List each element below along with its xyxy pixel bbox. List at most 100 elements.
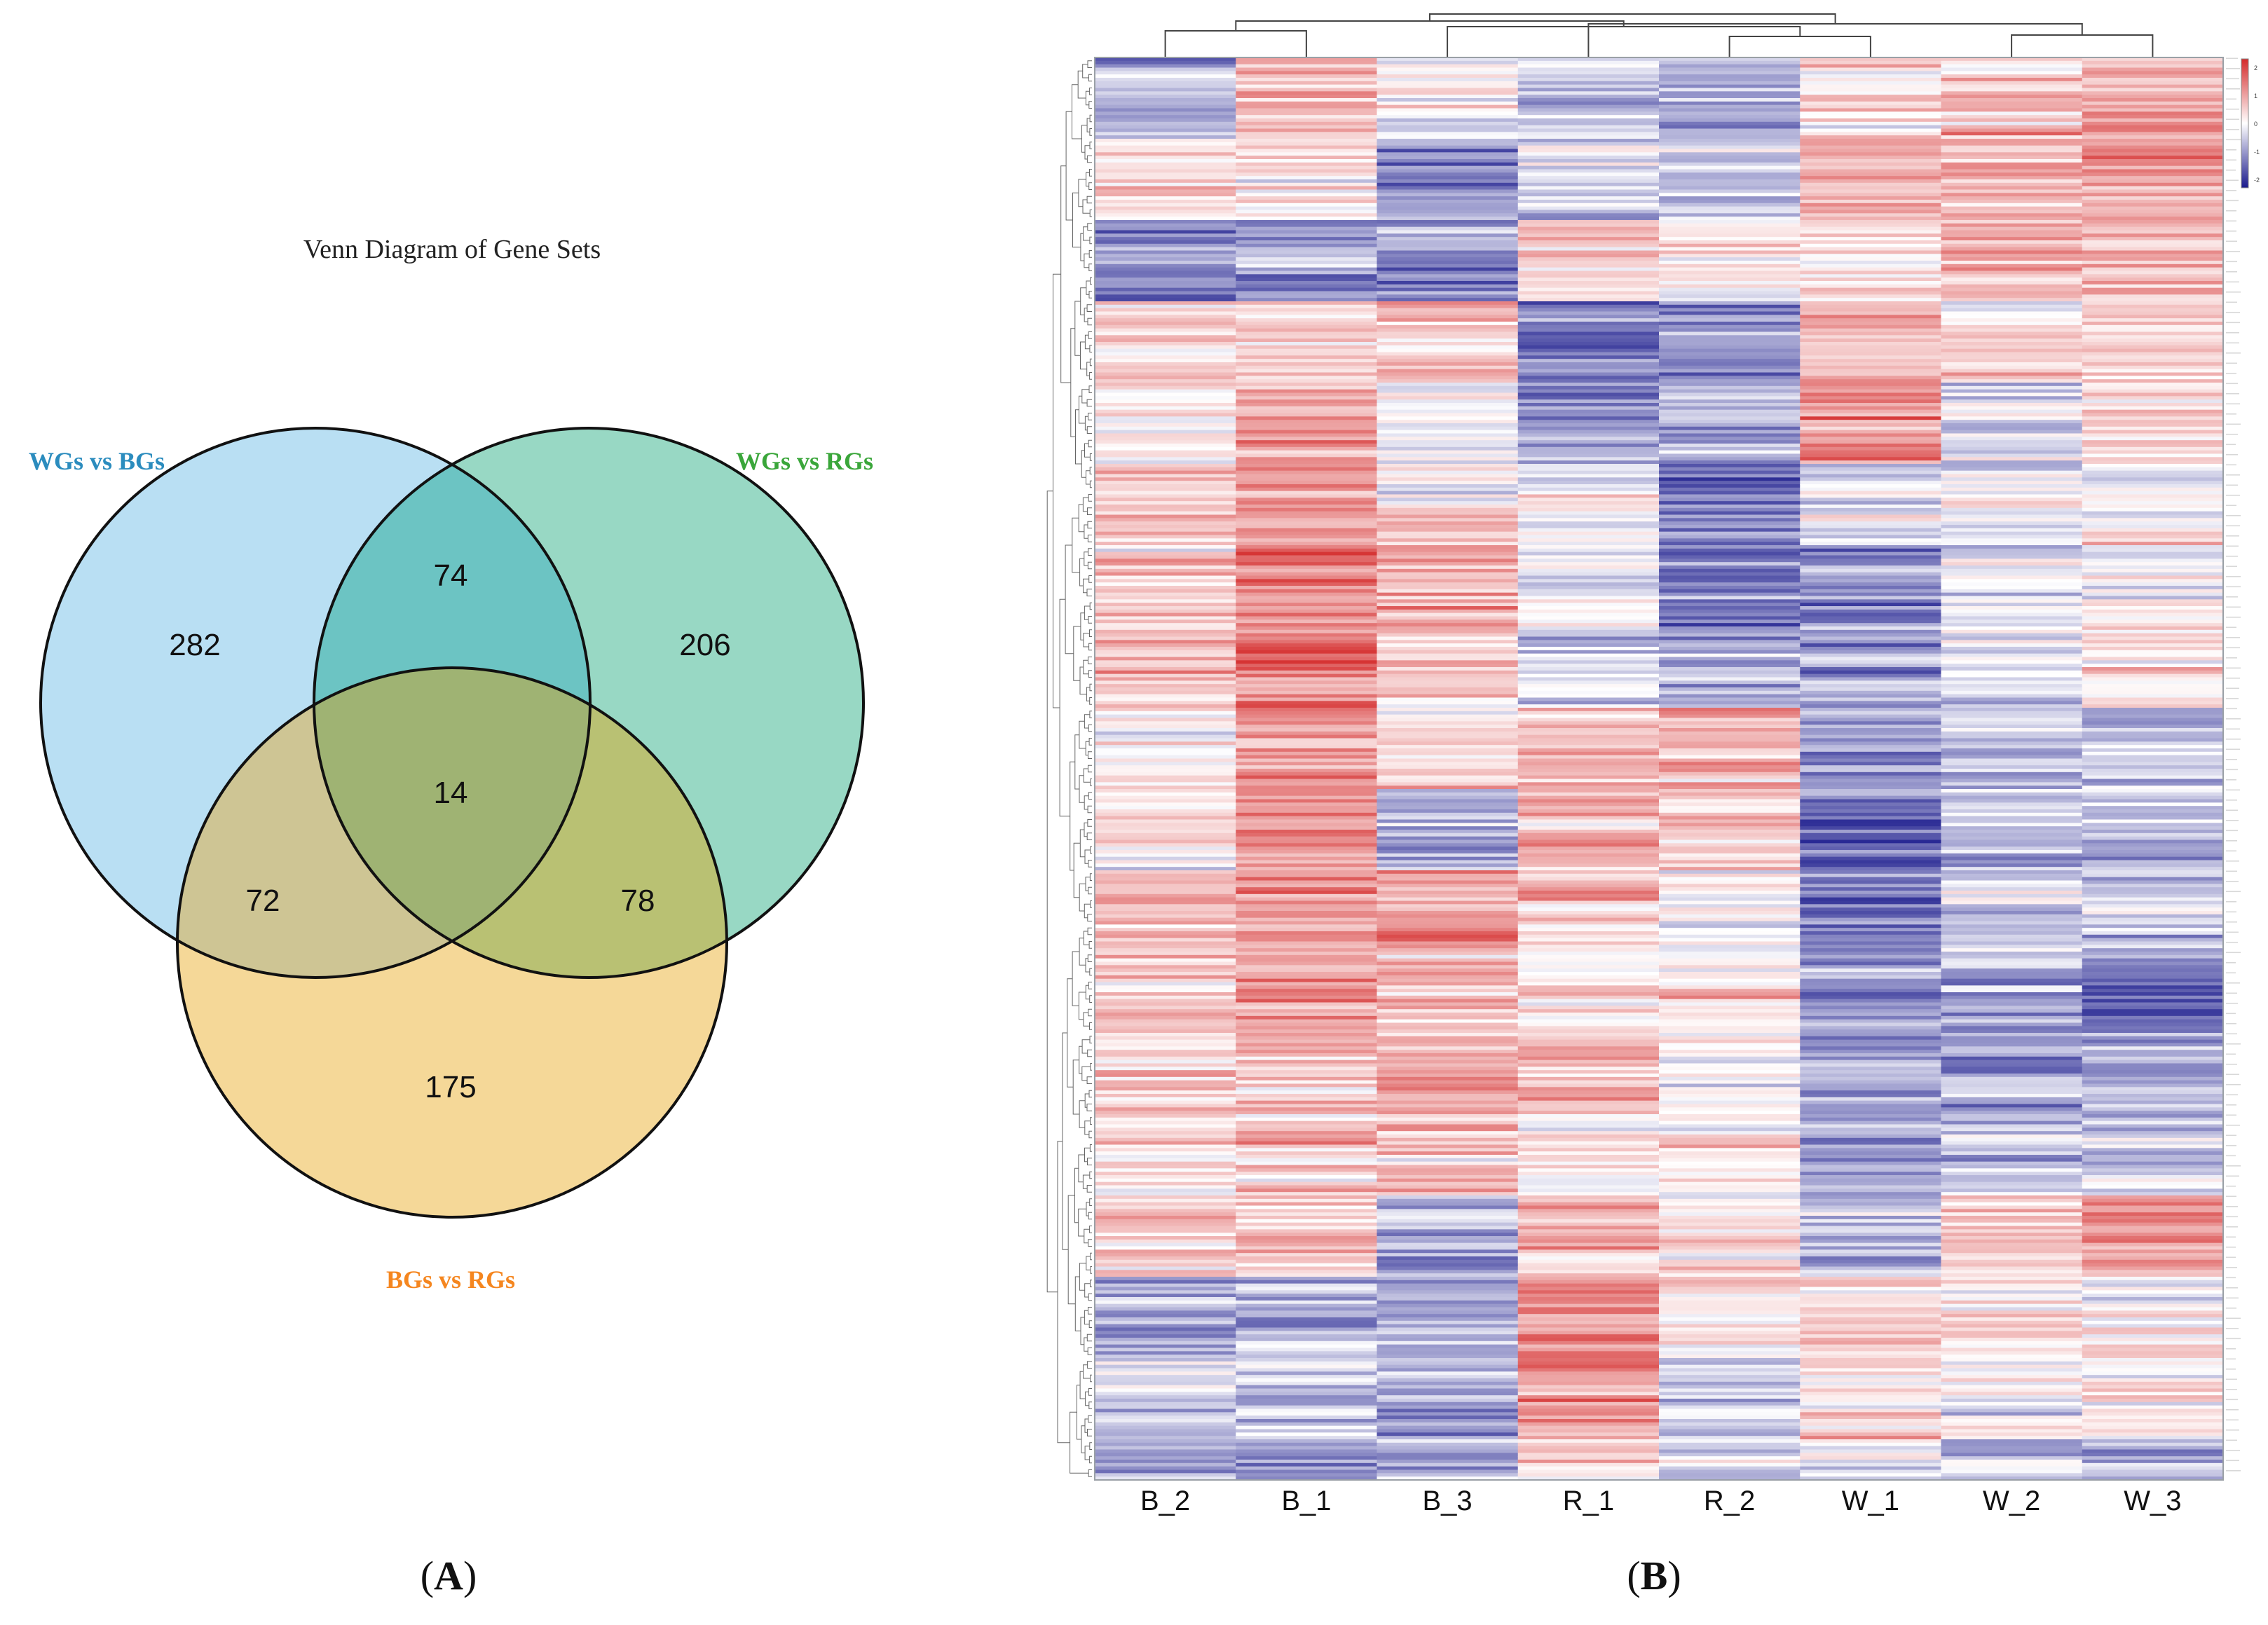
heatmap-cell [1941,769,2083,773]
heatmap-cell [1659,322,1801,326]
heatmap-cell [1095,328,1236,333]
heatmap-cell [1941,1310,2083,1315]
heatmap-cell [1236,1307,1378,1311]
heatmap-cell [1517,203,1660,207]
heatmap-cell [1941,267,2083,272]
heatmap-cell [1659,816,1801,821]
heatmap-cell [1517,839,1660,844]
heatmap-cell [1659,1168,1801,1172]
heatmap-cell [1517,1307,1660,1311]
heatmap-cell [1095,690,1236,695]
heatmap-cell [1236,159,1378,163]
heatmap-cell [2082,460,2224,465]
heatmap-cell [1095,741,1236,746]
heatmap-cell [1095,877,1236,882]
heatmap-cell [1517,1405,1660,1410]
heatmap-cell [2082,1324,2224,1329]
heatmap-cell [2082,261,2224,265]
heatmap-cell [1236,104,1378,109]
heatmap-cell [1659,714,1801,719]
heatmap-cell [1659,551,1801,556]
venn-count-all-three: 14 [434,776,468,810]
heatmap-cell [1376,1446,1519,1451]
dendrogram-branch [1088,101,1092,109]
heatmap-cell [1095,1429,1236,1433]
heatmap-cell [1236,907,1378,912]
heatmap-cell [1659,1033,1801,1037]
dendrogram-branch [1086,1104,1092,1111]
heatmap-cell [1376,1158,1519,1163]
heatmap-cell [1659,379,1801,383]
heatmap-cell [1800,721,1942,725]
heatmap-cell [1517,1155,1660,1159]
heatmap-cell [1941,548,2083,553]
heatmap-cell [1659,629,1801,634]
heatmap-cell [1095,409,1236,414]
heatmap-cell [1659,690,1801,695]
heatmap-cell [1376,731,1519,736]
heatmap-cell [1236,745,1378,749]
heatmap-cell [1095,1263,1236,1268]
heatmap-cell [2082,599,2224,603]
heatmap-cell [1095,603,1236,607]
heatmap-cell [2082,1331,2224,1335]
heatmap-cell [1659,1083,1801,1088]
row-label [2226,556,2238,557]
row-label [2226,240,2237,242]
heatmap-cell [1517,1280,1660,1284]
dendrogram-branch [1086,280,1091,295]
dendrogram-branch [1087,1049,1092,1057]
heatmap-cell [1800,701,1942,705]
dendrogram-branch [1086,1333,1092,1342]
heatmap-cell [2082,1076,2224,1081]
heatmap-cell [2082,860,2224,864]
heatmap-cell [2082,945,2224,949]
dendrogram-branch [1088,860,1092,868]
heatmap-cell [1800,301,1942,306]
heatmap-cell [1800,938,1942,942]
heatmap-cell [1517,945,1660,949]
heatmap-cell [1941,389,2083,394]
heatmap-cell [1236,1019,1378,1024]
heatmap-cell [1517,941,1660,945]
heatmap-cell [1941,1415,2083,1420]
heatmap-cell [2082,982,2224,986]
heatmap-cell [1376,1205,1519,1209]
heatmap-cell [1517,741,1660,746]
dendrogram-branch [1080,341,1087,370]
heatmap-cell [2082,514,2224,519]
heatmap-cell [1659,274,1801,278]
heatmap-cell [1376,1056,1519,1061]
heatmap-cell [1376,413,1519,417]
heatmap-cell [1517,1388,1660,1392]
heatmap-cell [1800,1050,1942,1054]
heatmap-cell [2082,1385,2224,1390]
row-label [2226,861,2239,862]
heatmap-cell [1941,741,2083,746]
heatmap-cell [1800,1127,1942,1132]
heatmap-cell [2082,1172,2224,1176]
heatmap-cell [1800,440,1942,444]
heatmap-cell [1659,88,1801,92]
heatmap-cell [1800,1137,1942,1142]
heatmap-cell [1095,213,1236,217]
heatmap-cell [1941,657,2083,661]
heatmap-cell [1517,596,1660,600]
heatmap-cell [1517,108,1660,112]
heatmap-cell [1800,555,1942,559]
heatmap-cell [1376,1392,1519,1396]
heatmap-cell [1517,1290,1660,1294]
heatmap-cell [1095,196,1236,200]
row-label [2226,1236,2236,1238]
heatmap-cell [1800,975,1942,980]
heatmap-cell [1517,389,1660,394]
heatmap-cell [2082,505,2224,509]
heatmap-cell [2082,1222,2224,1227]
heatmap-cell [1941,1283,2083,1288]
heatmap-cell [1659,853,1801,858]
dendrogram-branch [1088,751,1092,759]
heatmap-cell [1376,1327,1519,1331]
heatmap-cell [1376,440,1519,444]
heatmap-cell [1376,924,1519,928]
heatmap-cell [2082,1375,2224,1379]
